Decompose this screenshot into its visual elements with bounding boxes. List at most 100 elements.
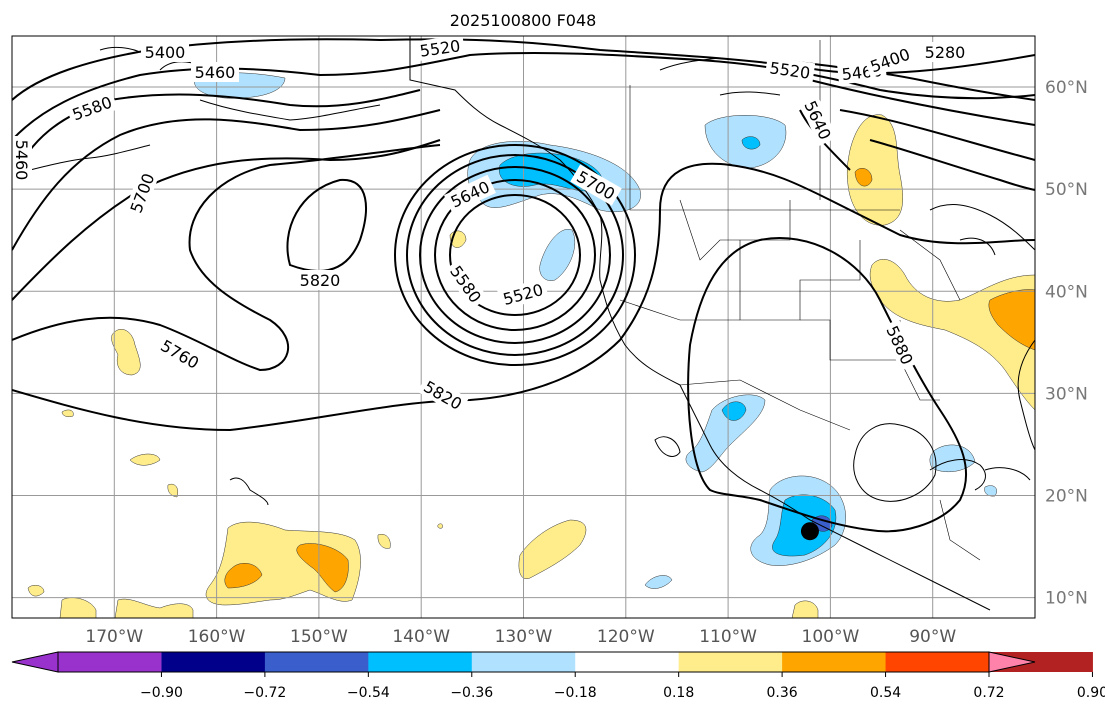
height-contours xyxy=(12,38,1035,533)
longitude-tick-label: 100°W xyxy=(802,627,860,647)
contour-label: 5400 xyxy=(145,43,186,62)
anomaly-positive-east-us xyxy=(869,259,1035,411)
contour-label-bg xyxy=(12,136,32,184)
anomaly-negative-offshore xyxy=(539,229,576,281)
contour-label: 5580 xyxy=(70,93,115,125)
anomaly-positive-small-9 xyxy=(114,598,194,618)
anomaly-negative-mexico-nw xyxy=(685,394,766,473)
anomaly-positive-small-2 xyxy=(129,453,161,466)
longitude-tick-label: 120°W xyxy=(597,627,655,647)
anomaly-positive-small-8 xyxy=(59,597,97,618)
colorbar: −0.90 −0.72 −0.54 −0.36 −0.18 0.18 0.36 0.54 0.7… xyxy=(11,651,1105,701)
colorbar-tick-label: 0.72 xyxy=(973,685,1004,701)
latitude-labels: 10°N 20°N 30°N 40°N 50°N 60°N xyxy=(1045,78,1088,609)
anomaly-negative-caribbean xyxy=(984,485,997,497)
colorbar-segment xyxy=(782,652,887,672)
contour-label-bg xyxy=(124,167,160,219)
colorbar-frame xyxy=(57,651,990,673)
anomaly-positive-small-4 xyxy=(377,534,391,549)
colorbar-tick-label: −0.90 xyxy=(140,685,183,701)
anomaly-positive-small-5 xyxy=(518,519,587,580)
contour-label-bg xyxy=(880,319,920,371)
longitude-tick-label: 140°W xyxy=(392,627,450,647)
map-title: 2025100800 F048 xyxy=(450,11,597,30)
latitude-tick-label: 20°N xyxy=(1045,486,1088,506)
colorbar-tick-label: 0.90 xyxy=(1077,685,1105,701)
longitude-labels: 170°W 160°W 150°W 140°W 130°W 120°W 110°W 100°W… xyxy=(85,627,956,647)
anomaly-positive-hudson-core xyxy=(854,168,873,187)
contour-label-bg xyxy=(141,42,189,62)
contour-label-bg xyxy=(414,36,466,62)
location-marker xyxy=(800,522,819,541)
colorbar-segment xyxy=(264,652,369,672)
contour-label-bg xyxy=(921,42,969,62)
anomaly-positive-hawaii-south-core xyxy=(296,543,349,593)
colorbar-tick-label: −0.36 xyxy=(450,685,493,701)
colorbar-segment xyxy=(575,652,680,672)
latitude-tick-label: 60°N xyxy=(1045,78,1088,98)
contour-label: 5820 xyxy=(420,377,465,414)
colorbar-segment xyxy=(885,652,990,672)
contour-label-bg xyxy=(191,62,239,82)
colorbar-segment xyxy=(58,652,162,672)
contour-label-bg xyxy=(798,94,838,146)
longitude-tick-label: 130°W xyxy=(495,627,553,647)
contour-label-bg xyxy=(66,90,118,126)
colorbar-extend-low xyxy=(11,651,59,673)
longitude-tick-label: 150°W xyxy=(290,627,348,647)
anomaly-positive-hudson xyxy=(846,114,904,226)
anomaly-positive-small-3 xyxy=(167,483,178,498)
anomaly-positive-central-pacific xyxy=(111,329,141,376)
anomaly-shading xyxy=(27,72,1035,618)
contour-label-bg xyxy=(444,258,488,310)
colorbar-tick-label: 0.54 xyxy=(870,685,901,701)
latitude-tick-label: 10°N xyxy=(1045,589,1088,609)
anomaly-positive-small-7 xyxy=(27,584,45,597)
contour-label-bg xyxy=(154,333,206,375)
political-borders xyxy=(619,40,981,561)
colorbar-segment xyxy=(989,652,1093,672)
contour-label: 5520 xyxy=(768,58,811,82)
contour-label: 5460 xyxy=(195,63,236,82)
anomaly-positive-small-10 xyxy=(791,600,819,618)
anomaly-negative-gulf xyxy=(929,444,976,473)
longitude-tick-label: 160°W xyxy=(188,627,246,647)
contour-label-bg xyxy=(570,164,622,206)
colorbar-tick-label: −0.18 xyxy=(554,685,597,701)
latitude-tick-label: 30°N xyxy=(1045,384,1088,404)
contour-label-bg xyxy=(417,374,469,416)
colorbar-tick-label: 0.18 xyxy=(663,685,694,701)
contour-label-bg xyxy=(444,174,496,214)
anomaly-negative-pacific xyxy=(644,575,673,589)
map-frame xyxy=(11,35,1036,619)
contour-label: 5280 xyxy=(925,43,966,62)
contour-label-bg xyxy=(864,42,916,78)
colorbar-segment xyxy=(471,652,576,672)
colorbar-segment xyxy=(368,652,473,672)
anomaly-positive-small-1 xyxy=(61,409,74,418)
contour-label: 5460 xyxy=(12,140,31,181)
contour-label-bg xyxy=(764,56,816,84)
lat-lon-grid xyxy=(12,36,1035,618)
longitude-tick-label: 170°W xyxy=(85,627,143,647)
contour-label: 5760 xyxy=(157,336,202,373)
anomaly-negative-canada-core xyxy=(741,136,761,150)
colorbar-tick-label: 0.36 xyxy=(767,685,798,701)
anomaly-positive-hawaii-south-core-2 xyxy=(224,563,263,589)
contour-label: 5700 xyxy=(127,171,159,216)
contour-label-bg xyxy=(296,270,344,290)
longitude-tick-label: 110°W xyxy=(699,627,757,647)
latitude-tick-label: 40°N xyxy=(1045,282,1088,302)
colorbar-tick-label: −0.54 xyxy=(347,685,390,701)
longitude-tick-label: 90°W xyxy=(909,627,956,647)
contour-label-bg xyxy=(497,278,549,310)
latitude-tick-label: 50°N xyxy=(1045,180,1088,200)
colorbar-segment xyxy=(161,652,266,672)
anomaly-positive-small-6 xyxy=(437,523,443,529)
contour-label: 5880 xyxy=(882,323,916,368)
contour-label: 5820 xyxy=(300,271,341,290)
colorbar-tick-label: −0.72 xyxy=(243,685,286,701)
